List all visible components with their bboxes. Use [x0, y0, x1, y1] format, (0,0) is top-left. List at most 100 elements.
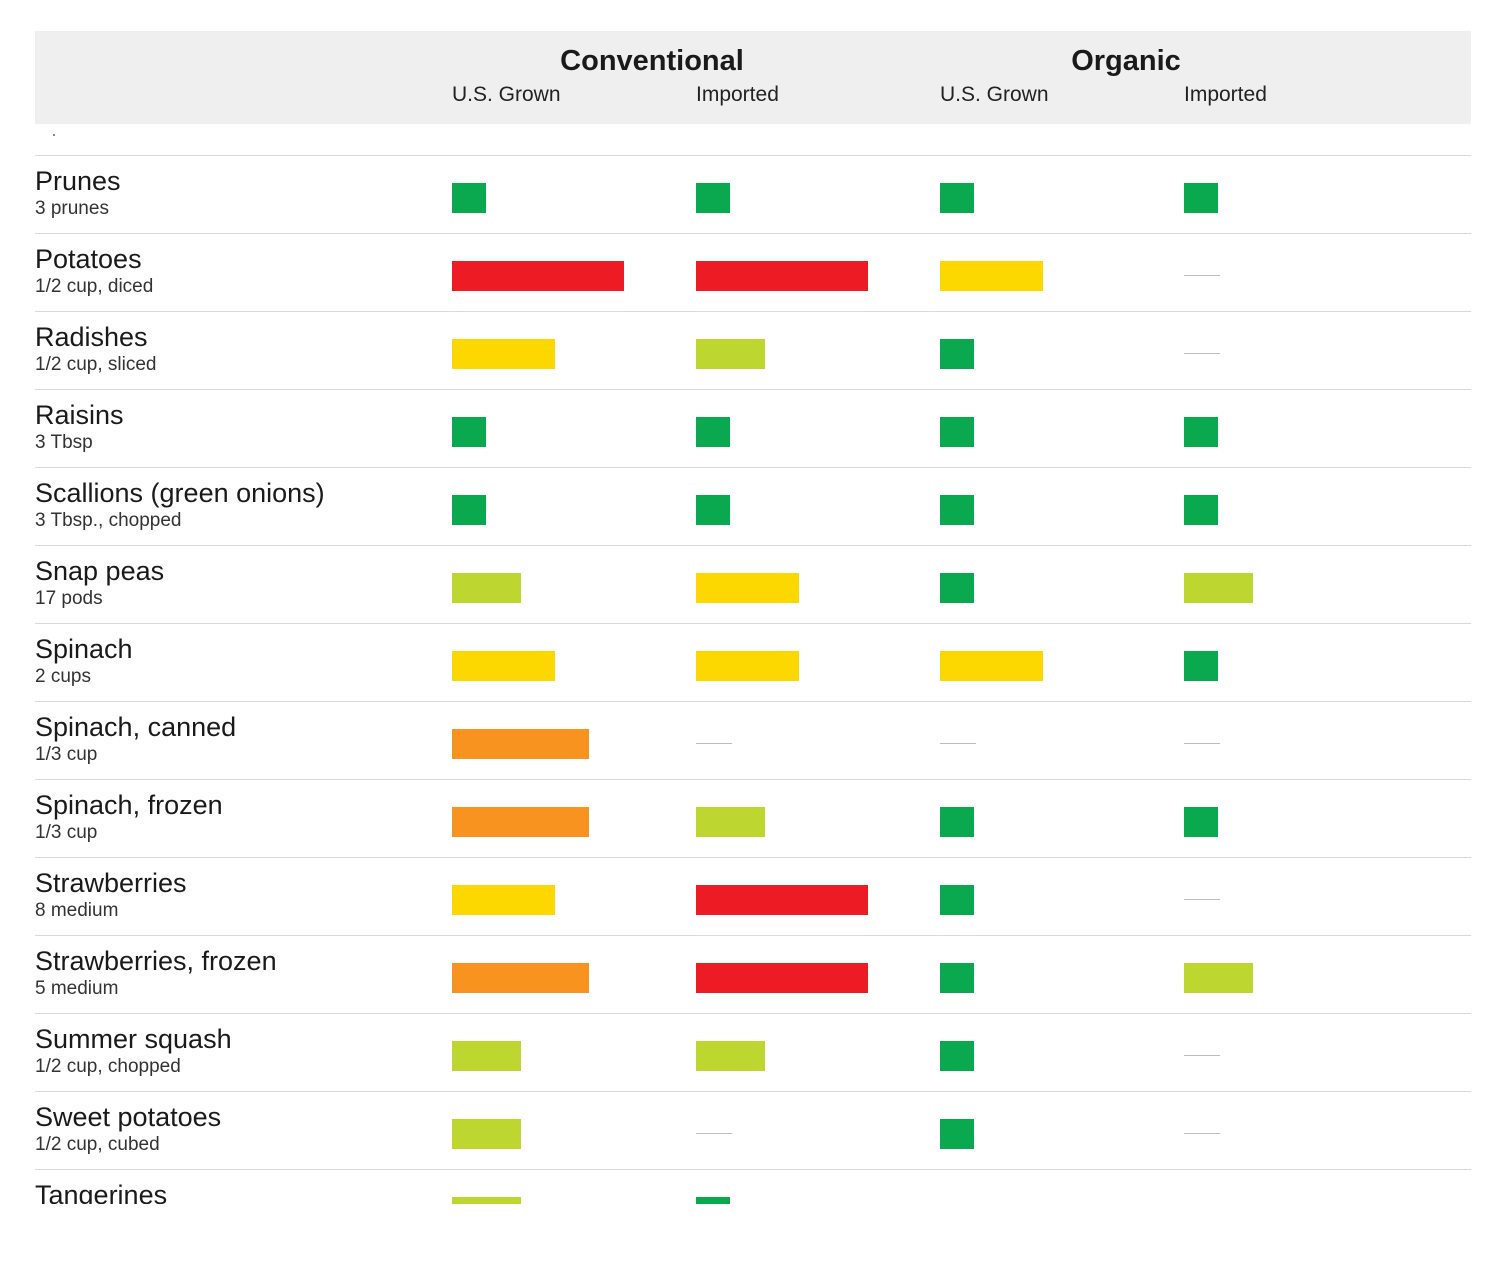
- risk-bar-conventional-us-grown: [452, 261, 624, 291]
- risk-bar-conventional-imported: [696, 261, 868, 291]
- risk-bar-organic-us-grown: [940, 1041, 974, 1071]
- risk-bar-organic-us-grown: [940, 1119, 974, 1149]
- risk-bar-organic-us-grown: [940, 807, 974, 837]
- risk-bar-conventional-imported: [696, 183, 730, 213]
- risk-bar-conventional-imported: [696, 651, 799, 681]
- risk-bar-conventional-us-grown: [452, 807, 589, 837]
- no-data-dash-organic-us-grown: [940, 743, 976, 744]
- table-row: Tangerines: [35, 1169, 1471, 1204]
- table-row: Scallions (green onions) 3 Tbsp., chopped: [35, 467, 1471, 546]
- serving-size: 1/3 cup: [35, 744, 98, 765]
- risk-bar-organic-us-grown: [940, 261, 1043, 291]
- no-data-dash-organic-imported: [1184, 1055, 1220, 1056]
- no-data-dash-organic-imported: [1184, 743, 1220, 744]
- risk-bar-conventional-imported: [696, 807, 765, 837]
- risk-bar-conventional-us-grown: [452, 495, 486, 525]
- no-data-dash-conventional-imported: [696, 743, 732, 744]
- risk-bar-organic-imported: [1184, 573, 1253, 603]
- risk-bar-conventional-us-grown: [452, 339, 555, 369]
- no-data-dash-organic-imported: [1184, 275, 1220, 276]
- food-name: Summer squash: [35, 1024, 232, 1054]
- pesticide-risk-table: Conventional Organic U.S. Grown Imported…: [35, 31, 1471, 1204]
- risk-bar-conventional-us-grown: [452, 963, 589, 993]
- food-name: Prunes: [35, 166, 121, 196]
- serving-size: 3 Tbsp., chopped: [35, 510, 182, 531]
- risk-bar-organic-imported: [1184, 651, 1218, 681]
- risk-bar-conventional-us-grown: [452, 417, 486, 447]
- table-row: Sweet potatoes 1/2 cup, cubed: [35, 1091, 1471, 1170]
- table-row: Radishes 1/2 cup, sliced: [35, 311, 1471, 390]
- risk-bar-organic-us-grown: [940, 885, 974, 915]
- table-row: Spinach 2 cups: [35, 623, 1471, 702]
- risk-bar-conventional-us-grown: [452, 729, 589, 759]
- table-row: Spinach, frozen 1/3 cup: [35, 779, 1471, 858]
- no-data-dash-organic-imported: [1184, 1133, 1220, 1134]
- serving-size: 1/2 cup, cubed: [35, 1134, 160, 1155]
- risk-bar-conventional-imported: [696, 963, 868, 993]
- food-name: Spinach, canned: [35, 712, 237, 742]
- header-divider-dot: [53, 134, 55, 136]
- risk-bar-conventional-imported: [696, 1041, 765, 1071]
- risk-bar-organic-us-grown: [940, 963, 974, 993]
- risk-bar-organic-us-grown: [940, 183, 974, 213]
- risk-bar-organic-us-grown: [940, 651, 1043, 681]
- risk-bar-conventional-imported: [696, 339, 765, 369]
- risk-bar-organic-us-grown: [940, 495, 974, 525]
- no-data-dash-conventional-imported: [696, 1133, 732, 1134]
- food-name: Tangerines: [35, 1180, 168, 1204]
- food-name: Strawberries, frozen: [35, 946, 277, 976]
- risk-bar-organic-imported: [1184, 417, 1218, 447]
- serving-size: 5 medium: [35, 978, 119, 999]
- group-title-conventional: Conventional: [560, 45, 744, 77]
- column-label-conventional-us-grown: U.S. Grown: [452, 83, 561, 106]
- risk-bar-conventional-imported: [696, 1197, 730, 1204]
- risk-bar-organic-imported: [1184, 183, 1218, 213]
- serving-size: 1/2 cup, chopped: [35, 1056, 181, 1077]
- food-name: Spinach, frozen: [35, 790, 223, 820]
- food-name: Radishes: [35, 322, 148, 352]
- risk-bar-conventional-us-grown: [452, 651, 555, 681]
- table-row: Prunes 3 prunes: [35, 155, 1471, 234]
- food-name: Potatoes: [35, 244, 142, 274]
- risk-bar-conventional-us-grown: [452, 885, 555, 915]
- food-name: Scallions (green onions): [35, 478, 325, 508]
- group-title-organic: Organic: [1071, 45, 1181, 77]
- no-data-dash-organic-imported: [1184, 899, 1220, 900]
- food-name: Strawberries: [35, 868, 187, 898]
- risk-bar-organic-imported: [1184, 807, 1218, 837]
- risk-bar-organic-us-grown: [940, 339, 974, 369]
- serving-size: 3 prunes: [35, 198, 109, 219]
- serving-size: 3 Tbsp: [35, 432, 93, 453]
- risk-bar-conventional-imported: [696, 885, 868, 915]
- table-header: Conventional Organic U.S. Grown Imported…: [35, 31, 1471, 124]
- risk-bar-conventional-us-grown: [452, 183, 486, 213]
- risk-bar-conventional-us-grown: [452, 573, 521, 603]
- table-row: Strawberries, frozen 5 medium: [35, 935, 1471, 1014]
- risk-bar-organic-us-grown: [940, 417, 974, 447]
- no-data-dash-organic-imported: [1184, 353, 1220, 354]
- serving-size: 17 pods: [35, 588, 103, 609]
- risk-bar-conventional-imported: [696, 573, 799, 603]
- food-name: Raisins: [35, 400, 124, 430]
- risk-bar-conventional-imported: [696, 417, 730, 447]
- table-row: Potatoes 1/2 cup, diced: [35, 233, 1471, 312]
- food-name: Sweet potatoes: [35, 1102, 222, 1132]
- risk-bar-conventional-us-grown: [452, 1197, 521, 1204]
- column-label-conventional-imported: Imported: [696, 83, 779, 106]
- risk-bar-conventional-us-grown: [452, 1119, 521, 1149]
- food-name: Snap peas: [35, 556, 165, 586]
- column-label-organic-us-grown: U.S. Grown: [940, 83, 1049, 106]
- risk-bar-conventional-imported: [696, 495, 730, 525]
- table-row: Summer squash 1/2 cup, chopped: [35, 1013, 1471, 1092]
- serving-size: 2 cups: [35, 666, 91, 687]
- risk-bar-conventional-us-grown: [452, 1041, 521, 1071]
- table-row: Raisins 3 Tbsp: [35, 389, 1471, 468]
- table-row: Spinach, canned 1/3 cup: [35, 701, 1471, 780]
- food-name: Spinach: [35, 634, 133, 664]
- serving-size: 1/2 cup, diced: [35, 276, 154, 297]
- column-label-organic-imported: Imported: [1184, 83, 1267, 106]
- table-row: Strawberries 8 medium: [35, 857, 1471, 936]
- serving-size: 1/2 cup, sliced: [35, 354, 157, 375]
- serving-size: 8 medium: [35, 900, 119, 921]
- risk-bar-organic-imported: [1184, 495, 1218, 525]
